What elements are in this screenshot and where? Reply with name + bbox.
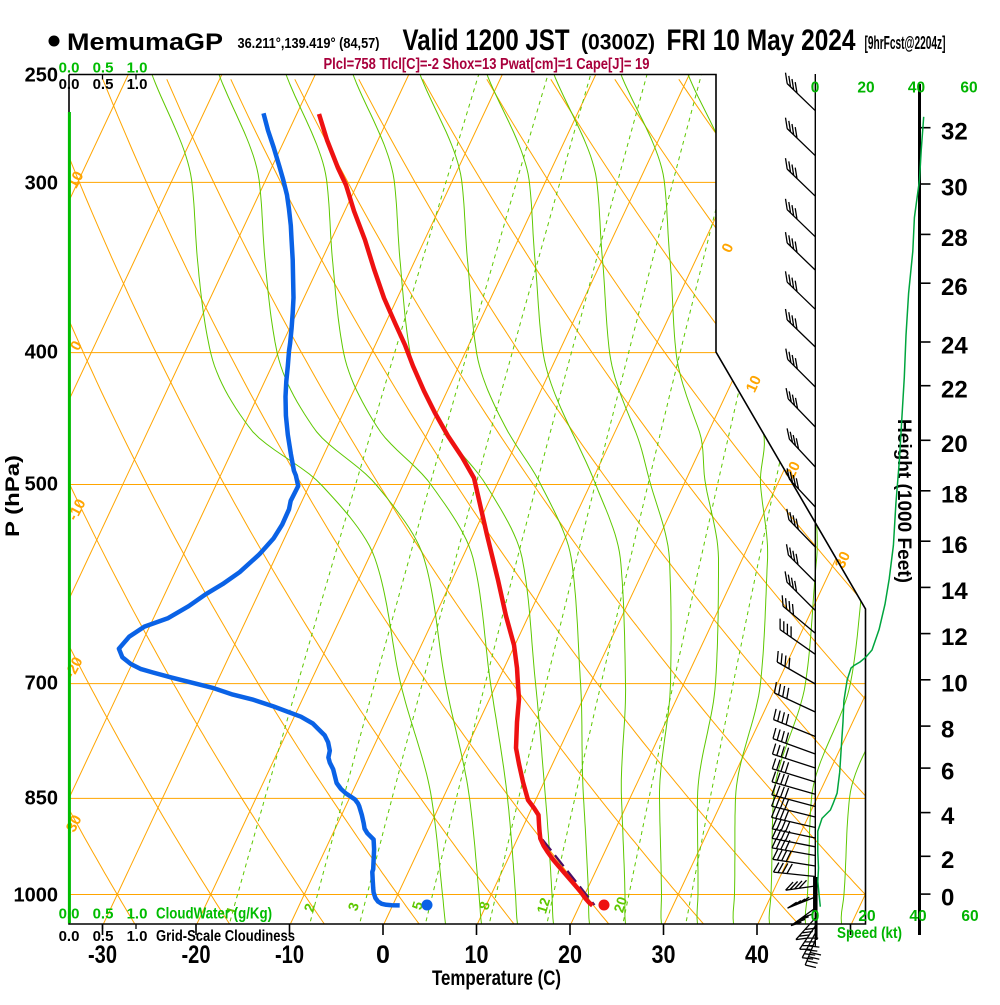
- svg-text:24: 24: [941, 333, 968, 360]
- svg-text:40: 40: [908, 80, 925, 97]
- svg-text:250: 250: [25, 65, 58, 87]
- svg-text:60: 60: [961, 908, 978, 925]
- svg-text:40: 40: [909, 908, 926, 925]
- svg-text:Height (1000 Feet): Height (1000 Feet): [893, 419, 914, 583]
- svg-text:0: 0: [811, 80, 820, 97]
- svg-text:12: 12: [533, 896, 553, 916]
- svg-text:0.5: 0.5: [93, 76, 114, 93]
- svg-text:0.0: 0.0: [59, 906, 80, 923]
- svg-text:700: 700: [25, 673, 58, 695]
- svg-text:30: 30: [832, 549, 854, 571]
- svg-text:0: 0: [941, 885, 954, 912]
- svg-text:36.211°,139.419° (84,57): 36.211°,139.419° (84,57): [238, 35, 380, 52]
- svg-text:0.0: 0.0: [59, 928, 80, 945]
- svg-text:2: 2: [941, 847, 954, 874]
- svg-text:28: 28: [941, 225, 968, 252]
- svg-text:0: 0: [376, 941, 390, 969]
- svg-text:Speed (kt): Speed (kt): [837, 925, 902, 942]
- svg-text:Valid 1200 JST: Valid 1200 JST: [403, 24, 570, 57]
- svg-text:14: 14: [941, 578, 968, 605]
- svg-text:Plcl=758 Tlcl[C]=-2 Shox=13 Pw: Plcl=758 Tlcl[C]=-2 Shox=13 Pwat[cm]=1 C…: [324, 56, 650, 73]
- svg-text:0.5: 0.5: [93, 906, 114, 923]
- svg-text:10: 10: [743, 373, 765, 395]
- svg-text:[9hrFcst@2204z]: [9hrFcst@2204z]: [865, 32, 946, 53]
- svg-text:1.0: 1.0: [127, 76, 148, 93]
- svg-text:850: 850: [25, 788, 58, 810]
- svg-text:12: 12: [941, 624, 968, 651]
- svg-text:8: 8: [941, 717, 954, 744]
- svg-text:18: 18: [941, 481, 968, 508]
- svg-text:10: 10: [465, 941, 489, 969]
- svg-text:26: 26: [941, 274, 968, 301]
- svg-text:Grid-Scale Cloudiness: Grid-Scale Cloudiness: [156, 928, 295, 945]
- svg-text:(0300Z): (0300Z): [581, 30, 655, 55]
- svg-text:20: 20: [941, 431, 968, 458]
- svg-text:20: 20: [610, 895, 630, 915]
- svg-text:0: 0: [811, 908, 820, 925]
- svg-text:1.0: 1.0: [127, 60, 148, 77]
- svg-text:16: 16: [941, 532, 968, 559]
- svg-text:1.0: 1.0: [127, 906, 148, 923]
- svg-text:0.0: 0.0: [59, 60, 80, 77]
- svg-text:30: 30: [652, 941, 676, 969]
- svg-text:10: 10: [941, 670, 968, 697]
- svg-text:-10: -10: [275, 941, 304, 969]
- svg-text:40: 40: [745, 941, 769, 969]
- svg-text:0.5: 0.5: [93, 60, 114, 77]
- svg-text:0.5: 0.5: [93, 928, 114, 945]
- svg-text:Temperature (C): Temperature (C): [432, 967, 561, 990]
- svg-text:1000: 1000: [14, 885, 59, 907]
- svg-text:32: 32: [941, 118, 968, 145]
- svg-text:20: 20: [858, 908, 875, 925]
- svg-text:30: 30: [941, 175, 968, 202]
- svg-text:500: 500: [25, 474, 58, 496]
- svg-text:-20: -20: [182, 941, 211, 969]
- svg-text:MemumaGP: MemumaGP: [67, 29, 223, 56]
- svg-text:0.0: 0.0: [59, 76, 80, 93]
- svg-text:22: 22: [941, 376, 968, 403]
- svg-text:P (hPa): P (hPa): [3, 455, 24, 537]
- svg-text:-30: -30: [88, 941, 117, 969]
- svg-text:1.0: 1.0: [127, 928, 148, 945]
- svg-text:CloudWater (g/Kg): CloudWater (g/Kg): [156, 906, 272, 923]
- svg-text:20: 20: [857, 80, 874, 97]
- svg-text:300: 300: [25, 172, 58, 194]
- svg-text:60: 60: [960, 80, 977, 97]
- svg-text:FRI 10 May 2024: FRI 10 May 2024: [667, 24, 856, 57]
- svg-text:400: 400: [25, 342, 58, 364]
- svg-text:6: 6: [941, 759, 954, 786]
- svg-text:20: 20: [558, 941, 582, 969]
- svg-text:4: 4: [941, 803, 955, 830]
